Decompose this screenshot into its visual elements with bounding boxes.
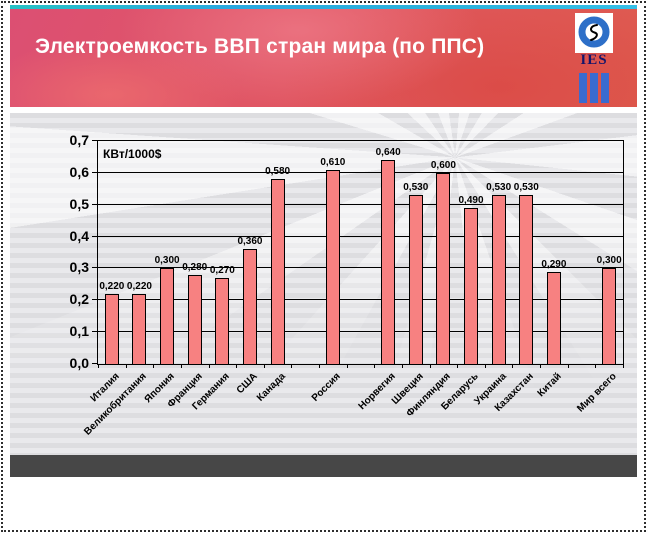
bar <box>325 169 340 364</box>
gridline <box>98 331 623 333</box>
gridline <box>98 171 623 173</box>
x-axis-tick <box>429 364 431 368</box>
bar-value-label: 0,640 <box>375 147 401 159</box>
logo-emblem <box>575 13 613 53</box>
y-axis-tick <box>92 267 97 269</box>
slide-header-banner: Электроемкость ВВП стран мира (по ППС) I… <box>10 5 637 107</box>
bar <box>602 268 617 364</box>
bar <box>270 179 285 364</box>
logo-bar <box>590 73 598 103</box>
x-axis-tick <box>595 364 597 368</box>
y-axis-tick <box>92 363 97 364</box>
y-axis-tick-label: 0,4 <box>69 227 89 244</box>
company-logo: IES <box>571 13 617 103</box>
chart-canvas: КВт/1000$ 0,220 0,220 0,300 0,280 0,270 0,360… <box>10 113 637 455</box>
y-axis-tick <box>92 235 97 237</box>
bar <box>464 207 479 364</box>
x-axis-tick <box>180 364 182 368</box>
x-axis-tick <box>401 364 403 368</box>
x-axis-tick <box>374 364 376 368</box>
y-axis-tick-label: 0,2 <box>69 291 89 308</box>
bar-value-label: 0,220 <box>99 280 125 292</box>
x-axis-tick <box>457 364 459 368</box>
header-top-stripe <box>10 5 637 9</box>
bar <box>546 271 561 364</box>
bottom-decorative-strip <box>10 455 637 477</box>
bar-value-label: 0,300 <box>596 255 622 267</box>
bar <box>408 195 423 364</box>
slide-title: Электроемкость ВВП стран мира (по ППС) <box>35 35 485 58</box>
x-axis-tick <box>263 364 265 368</box>
x-axis-tick <box>319 364 321 368</box>
x-axis-tick <box>623 364 624 368</box>
bar <box>242 249 257 364</box>
bar <box>160 268 175 364</box>
bar <box>215 278 230 364</box>
y-axis-tick <box>92 331 97 333</box>
plot-area: 0,220 0,220 0,300 0,280 0,270 0,360 0,580 0,610… <box>97 140 624 368</box>
gridline <box>98 203 623 205</box>
bar-value-label: 0,610 <box>320 156 346 168</box>
bar-value-label: 0,530 <box>403 182 429 194</box>
logo-bar <box>601 73 609 103</box>
y-axis-tick-label: 0,6 <box>69 163 89 180</box>
bar-value-label: 0,270 <box>209 265 235 276</box>
bar-value-label: 0,300 <box>154 255 180 267</box>
y-axis-unit-label: КВт/1000$ <box>103 147 162 161</box>
x-axis-tick <box>346 364 348 368</box>
x-axis-tick <box>512 364 514 368</box>
bar <box>381 160 396 364</box>
gridline <box>98 235 623 237</box>
bar-value-label: 0,290 <box>541 258 567 270</box>
bar <box>187 274 202 364</box>
x-axis-tick <box>484 364 486 368</box>
bar <box>104 293 119 364</box>
y-axis-tick <box>92 299 97 301</box>
x-axis-tick <box>291 364 293 368</box>
y-axis-tick <box>92 140 97 141</box>
bar-value-label: 0,360 <box>237 236 263 248</box>
logo-bar <box>579 73 587 103</box>
bar <box>132 293 147 364</box>
logo-circle-icon <box>578 16 610 48</box>
bar-value-label: 0,600 <box>430 159 456 171</box>
y-axis-tick-label: 0,5 <box>69 195 89 212</box>
y-axis-tick-label: 0,1 <box>69 323 89 340</box>
bar-value-label: 0,530 <box>486 182 512 194</box>
bar <box>519 195 534 364</box>
gridline <box>98 299 623 301</box>
logo-bars-icon <box>579 73 609 103</box>
x-axis-tick <box>236 364 238 368</box>
bar-value-label: 0,580 <box>265 166 291 178</box>
logo-text: IES <box>580 52 608 68</box>
bar-value-label: 0,530 <box>513 182 539 194</box>
x-axis-tick <box>208 364 210 368</box>
y-axis-tick-label: 0,0 <box>69 355 89 371</box>
x-axis-tick <box>153 364 155 368</box>
y-axis-tick-label: 0,3 <box>69 259 89 276</box>
bar-value-label: 0,220 <box>126 280 152 292</box>
x-axis-tick <box>567 364 569 368</box>
y-axis-tick-label: 0,7 <box>69 132 89 148</box>
y-axis-tick <box>92 203 97 205</box>
bar-value-label: 0,490 <box>458 194 484 206</box>
x-axis-tick <box>98 364 99 368</box>
bar <box>491 195 506 364</box>
bar-value-label: 0,280 <box>182 261 208 273</box>
bar <box>436 172 451 364</box>
gridline <box>98 267 623 269</box>
x-axis-tick <box>540 364 542 368</box>
y-axis-tick <box>92 171 97 173</box>
x-axis-tick <box>125 364 127 368</box>
